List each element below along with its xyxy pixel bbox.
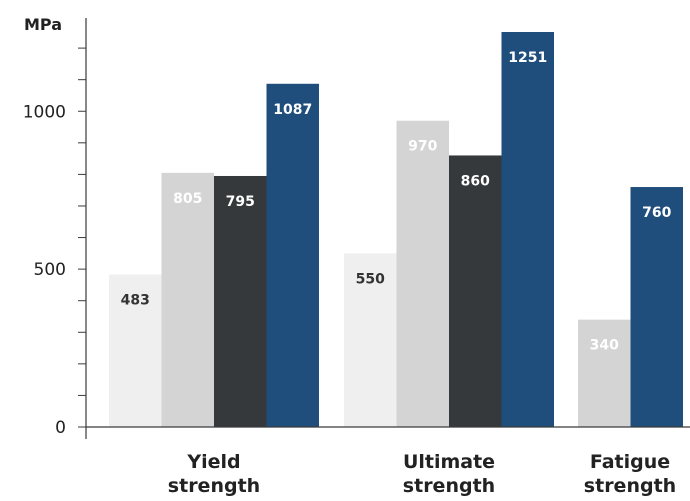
y-axis: 0 500 1000 [23, 18, 87, 439]
x-category-label: Ultimate strength [403, 451, 495, 497]
bar [396, 120, 449, 427]
bar [109, 274, 162, 427]
bar-value-label: 970 [408, 139, 437, 155]
bar-value-label: 860 [461, 173, 490, 189]
x-axis: Yield strength Ultimate strength Fatigue stre… [86, 426, 690, 497]
bar-value-label: 340 [590, 338, 619, 354]
bars: 483 550 805 970 340 795 860 1087 1251 760 [109, 32, 683, 428]
bar-value-label: 805 [173, 191, 202, 207]
bar [501, 32, 554, 427]
y-tick-label: 0 [55, 418, 66, 438]
bar [214, 175, 267, 427]
bar [630, 187, 683, 427]
bar [578, 319, 631, 427]
x-category-label: Fatigue strength [584, 451, 676, 497]
y-tick-label: 1000 [23, 102, 66, 122]
bar [344, 253, 397, 427]
bar [266, 83, 319, 427]
y-tick-label: 500 [34, 260, 66, 280]
y-axis-unit-label: MPa [24, 15, 62, 34]
bar [449, 155, 502, 428]
bar-value-label: 1251 [508, 50, 547, 66]
bar-value-label: 760 [642, 205, 671, 221]
bar-value-label: 1087 [273, 102, 312, 118]
bar-value-label: 550 [356, 271, 385, 287]
bar [161, 172, 214, 427]
bar-value-label: 795 [226, 194, 255, 210]
x-category-label: Yield strength [168, 451, 260, 497]
bar-value-label: 483 [121, 292, 150, 308]
